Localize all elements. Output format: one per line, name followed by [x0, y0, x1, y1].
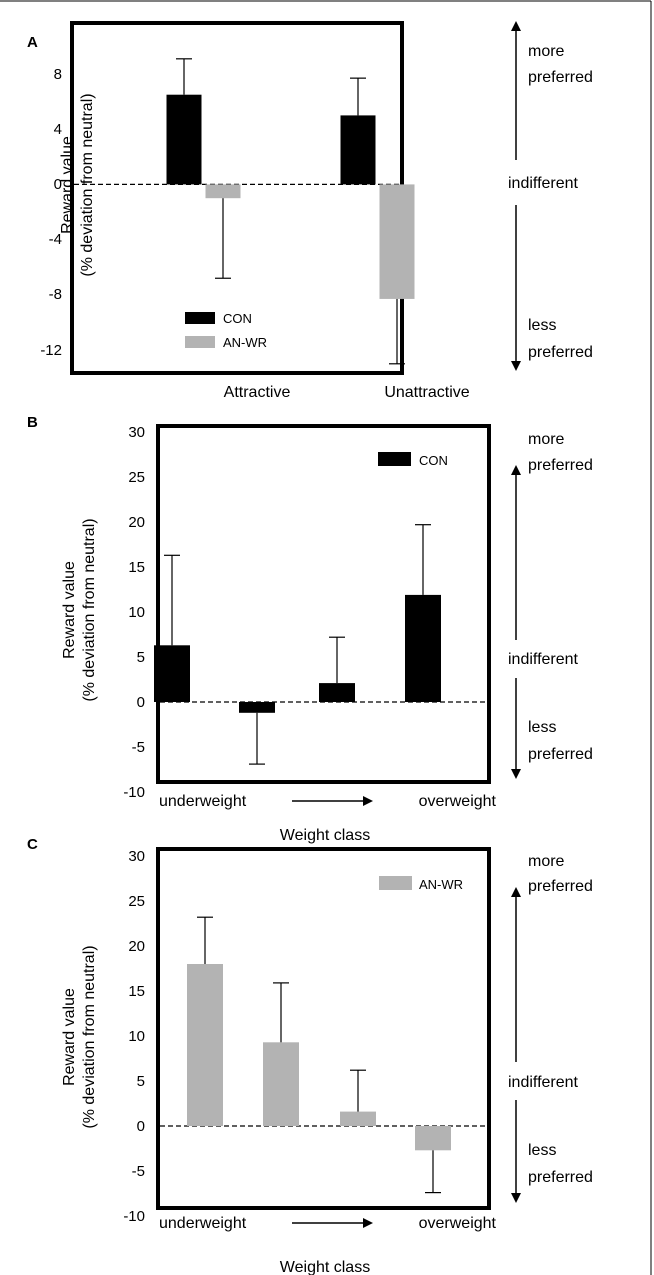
category-label: Unattractive: [384, 384, 469, 401]
less-preferred-label: preferred: [528, 746, 593, 763]
bar-con: [340, 115, 376, 185]
legend-swatch-an-wr: [185, 336, 215, 348]
bar-an-wr: [379, 184, 415, 299]
y-tick-label: 0: [137, 694, 145, 711]
bar-con: [166, 94, 202, 185]
y-tick-label: -8: [49, 286, 62, 303]
axis-end-right: overweight: [419, 1215, 497, 1232]
less-preferred-label: less: [528, 719, 556, 736]
y-tick-label: 8: [54, 66, 62, 83]
less-preferred-label: preferred: [528, 344, 593, 361]
more-preferred-label: preferred: [528, 69, 593, 86]
y-tick-label: 20: [128, 514, 145, 531]
indifferent-label: indifferent: [508, 1074, 579, 1091]
y-axis-label: Reward value: [61, 561, 78, 659]
less-preferred-label: preferred: [528, 1169, 593, 1186]
bar-con: [319, 683, 355, 702]
y-tick-label: -4: [49, 231, 62, 248]
y-tick-label: 4: [54, 121, 62, 138]
panel-letter: A: [27, 34, 38, 51]
bar-an-wr: [205, 184, 241, 199]
bar-con: [154, 645, 190, 702]
legend-swatch-an-wr: [379, 876, 412, 890]
legend-swatch-con: [185, 312, 215, 324]
y-tick-label: 5: [137, 649, 145, 666]
bar-an-wr: [187, 964, 223, 1126]
bar-con: [405, 594, 441, 702]
y-tick-label: -5: [132, 1163, 145, 1180]
y-tick-label: 30: [128, 424, 145, 441]
plot-frame: [156, 424, 491, 784]
more-preferred-label: more: [528, 43, 565, 60]
y-tick-label: 15: [128, 559, 145, 576]
legend-label: AN-WR: [419, 877, 463, 892]
axis-end-left: underweight: [159, 793, 247, 810]
panel-letter: B: [27, 414, 38, 431]
less-preferred-label: less: [528, 317, 556, 334]
y-tick-label: 25: [128, 893, 145, 910]
y-tick-label: -10: [123, 1208, 145, 1225]
legend-swatch-con: [378, 452, 411, 466]
y-tick-label: -5: [132, 739, 145, 756]
y-axis-label: (% deviation from neutral): [81, 518, 98, 701]
plot-frame: [156, 847, 491, 1210]
legend-label: CON: [419, 453, 448, 468]
indifferent-label: indifferent: [508, 651, 579, 668]
y-tick-label: 10: [128, 1028, 145, 1045]
y-axis-label: Reward value: [59, 136, 76, 234]
more-preferred-label: preferred: [528, 878, 593, 895]
y-tick-label: 0: [137, 1118, 145, 1135]
y-tick-label: 30: [128, 848, 145, 865]
more-preferred-label: more: [528, 853, 565, 870]
y-tick-label: -10: [123, 784, 145, 801]
legend-label: CON: [223, 311, 252, 326]
bar-an-wr: [263, 1042, 299, 1126]
y-tick-label: 5: [137, 1073, 145, 1090]
y-axis-label: (% deviation from neutral): [79, 93, 96, 276]
axis-end-right: overweight: [419, 793, 497, 810]
x-axis-label: Weight class: [280, 1259, 370, 1275]
y-tick-label: -12: [40, 342, 62, 359]
y-tick-label: 10: [128, 604, 145, 621]
category-label: Attractive: [224, 384, 291, 401]
y-axis-label: Reward value: [61, 988, 78, 1086]
bar-con: [239, 702, 275, 713]
y-tick-label: 25: [128, 469, 145, 486]
y-axis-label: (% deviation from neutral): [81, 945, 98, 1128]
indifferent-label: indifferent: [508, 175, 579, 192]
legend-label: AN-WR: [223, 335, 267, 350]
more-preferred-label: more: [528, 431, 565, 448]
more-preferred-label: preferred: [528, 457, 593, 474]
y-tick-label: 15: [128, 983, 145, 1000]
axis-end-left: underweight: [159, 1215, 247, 1232]
less-preferred-label: less: [528, 1142, 556, 1159]
x-axis-label: Weight class: [280, 827, 370, 844]
bar-an-wr: [415, 1126, 451, 1151]
y-tick-label: 0: [54, 176, 62, 193]
panel-letter: C: [27, 836, 38, 853]
bar-an-wr: [340, 1111, 376, 1126]
y-tick-label: 20: [128, 938, 145, 955]
